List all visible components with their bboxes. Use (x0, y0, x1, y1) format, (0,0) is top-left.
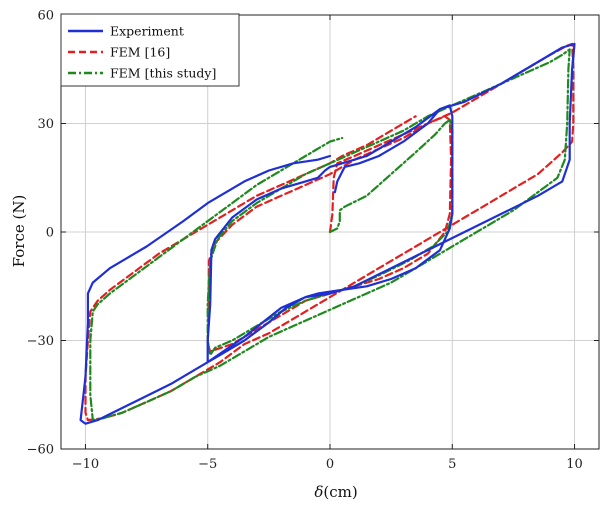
legend-label-2: FEM [16] (110, 45, 170, 60)
x-tick-label: 0 (326, 457, 334, 472)
legend-box (60, 13, 240, 87)
series-lines (79, 42, 576, 425)
x-tick-label: 5 (448, 457, 456, 472)
x-tick-label: 10 (566, 457, 583, 472)
axis-ticks: −10 −5 0 5 10 −60 −30 0 30 60 (27, 9, 599, 472)
x-tick-label: −10 (72, 457, 99, 472)
x-tick-label: −5 (198, 457, 217, 472)
y-tick-label: 60 (37, 9, 54, 24)
y-axis-label: Force (N) (10, 195, 28, 268)
legend-label-1: Experiment (110, 24, 184, 39)
legend-label-3: FEM [this study] (110, 66, 216, 81)
x-axis-label: δ(cm) (314, 483, 357, 501)
y-tick-label: −30 (27, 334, 54, 349)
series-line-2 (84, 42, 575, 422)
legend: Experiment FEM [16] FEM [this study] (60, 13, 240, 87)
y-tick-label: −60 (27, 443, 54, 458)
x-axis-symbol: δ (314, 483, 323, 501)
x-axis-unit: (cm) (323, 483, 357, 501)
y-tick-label: 0 (46, 226, 54, 241)
y-tick-label: 30 (37, 117, 54, 132)
series-line-1 (79, 42, 576, 425)
